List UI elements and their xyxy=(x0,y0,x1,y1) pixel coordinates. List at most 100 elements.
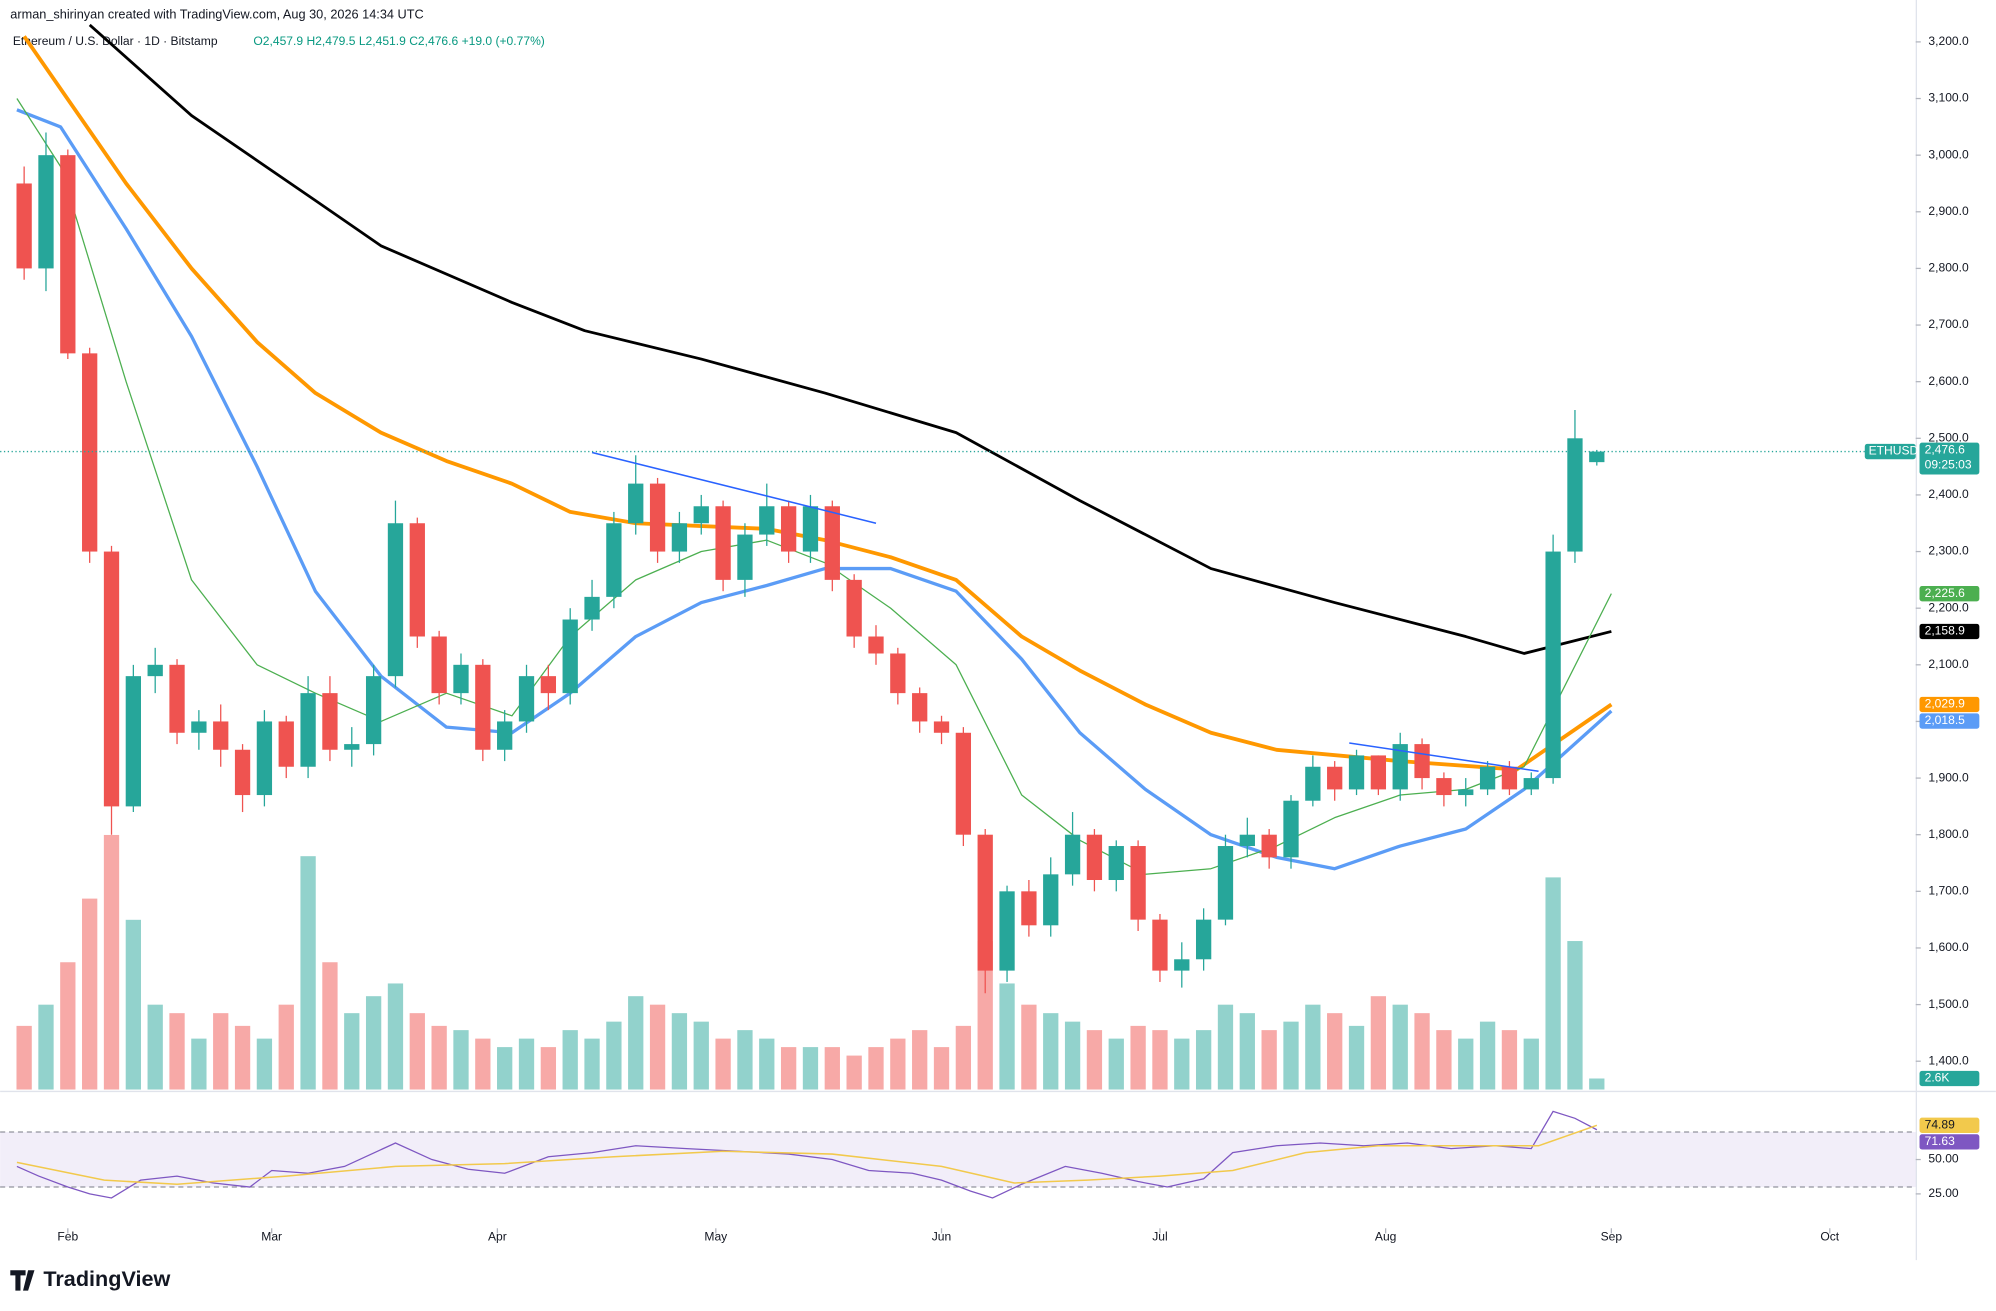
candle-body xyxy=(1021,891,1037,926)
volume-bar xyxy=(256,1038,273,1090)
candle-body xyxy=(1348,755,1365,790)
volume-bar xyxy=(737,1030,753,1090)
candle-body xyxy=(1523,778,1539,790)
symbol-box xyxy=(1864,443,1916,460)
brand-logo: TradingView xyxy=(10,1266,171,1291)
volume-bar xyxy=(1348,1025,1365,1090)
volume-bar xyxy=(671,1013,688,1090)
x-tick-label: Feb xyxy=(57,1229,78,1243)
last-price-box xyxy=(1919,442,1980,475)
candle-body xyxy=(1501,766,1518,790)
candle-body xyxy=(1195,919,1212,960)
x-tick-label: Jul xyxy=(1152,1229,1167,1243)
candle-body xyxy=(737,534,753,580)
candle-body xyxy=(933,721,950,733)
x-tick-label: Oct xyxy=(1820,1229,1839,1243)
candle-body xyxy=(1589,451,1605,463)
y-tick-label: 3,100.0 xyxy=(1928,91,1969,105)
volume-bar xyxy=(868,1047,884,1090)
volume-bar xyxy=(387,983,404,1090)
candle-body xyxy=(125,676,141,807)
volume-bar xyxy=(999,983,1015,1090)
candle-body xyxy=(103,551,120,807)
candle-body xyxy=(409,523,425,637)
credit: arman_shirinyan created with TradingView… xyxy=(10,7,423,22)
candle-body xyxy=(1174,959,1190,971)
last-price-label: 2,476.6 xyxy=(1925,442,1966,456)
volume-bar xyxy=(955,1025,972,1090)
candle-body xyxy=(16,183,32,269)
candle-body xyxy=(60,155,76,354)
volume-bar xyxy=(1086,1030,1103,1090)
brand-icon xyxy=(10,1270,35,1291)
volume-bar xyxy=(1152,1030,1168,1090)
candle-body xyxy=(191,721,207,733)
candle-body xyxy=(1108,846,1124,881)
countdown-label: 09:25:03 xyxy=(1925,458,1972,472)
volume-bar xyxy=(1174,1038,1190,1090)
y-tick-label: 1,600.0 xyxy=(1928,940,1969,954)
axis-value-box xyxy=(1919,713,1980,729)
candle-body xyxy=(562,619,578,694)
x-tick-label: Mar xyxy=(261,1229,282,1243)
y-tick-label: 3,000.0 xyxy=(1928,147,1969,161)
candle-body xyxy=(256,721,273,796)
axis-value-label: 71.63 xyxy=(1925,1134,1956,1148)
volume-bar xyxy=(890,1038,906,1090)
y-tick-label: 2,100.0 xyxy=(1928,657,1969,671)
volume-bar xyxy=(191,1038,207,1090)
volume-bar xyxy=(912,1030,928,1090)
brand-name: TradingView xyxy=(43,1266,170,1291)
candle-body xyxy=(1370,755,1387,790)
candle-body xyxy=(234,749,251,796)
candle-body xyxy=(999,891,1015,971)
volume-bar xyxy=(1436,1030,1452,1090)
symbol-title: Ethereum / U.S. Dollar · 1D · Bitstamp xyxy=(13,34,218,48)
volume-bar xyxy=(933,1047,950,1090)
candle-body xyxy=(1043,874,1059,926)
axis-value-box xyxy=(1919,1117,1980,1133)
volume-bar xyxy=(409,1013,425,1090)
volume-bar xyxy=(234,1025,251,1090)
candle-body xyxy=(1064,834,1081,875)
rsi-line xyxy=(16,1124,1598,1185)
candle-body xyxy=(169,664,185,733)
y-tick-label: 1,500.0 xyxy=(1928,997,1969,1011)
volume-bar xyxy=(562,1030,578,1090)
volume-bar xyxy=(1414,1013,1430,1090)
candle-body xyxy=(759,506,775,535)
candle-body xyxy=(518,676,535,722)
candle-body xyxy=(1458,789,1474,796)
volume-bar xyxy=(16,1025,32,1090)
volume-bar xyxy=(1392,1004,1408,1090)
candle-body xyxy=(540,676,557,694)
candle-body xyxy=(649,483,666,552)
volume-bar xyxy=(1021,1004,1037,1090)
trendline xyxy=(591,451,877,524)
volume-bar xyxy=(1195,1030,1212,1090)
volume-bar xyxy=(60,962,76,1090)
trendline xyxy=(1349,742,1539,773)
candle-body xyxy=(1217,846,1234,920)
volume-bar xyxy=(1567,941,1583,1090)
volume-bar xyxy=(103,834,120,1090)
volume-bar xyxy=(1545,877,1561,1090)
volume-bar xyxy=(759,1038,775,1090)
candle-body xyxy=(387,523,404,677)
candle-body xyxy=(300,693,316,767)
volume-bar xyxy=(344,1013,360,1090)
candle-body xyxy=(82,353,98,552)
axis-value-box xyxy=(1919,1134,1980,1150)
volume-bar xyxy=(278,1004,294,1090)
volume-bar xyxy=(1458,1038,1474,1090)
volume-bar xyxy=(606,1021,622,1090)
y-tick-label: 3,200.0 xyxy=(1928,34,1969,48)
candle-body xyxy=(147,664,163,677)
candle-body xyxy=(1414,744,1430,779)
candle-body xyxy=(977,834,993,971)
x-tick-label: May xyxy=(704,1229,728,1243)
volume-bar xyxy=(1130,1025,1146,1090)
y-tick-label: 2,600.0 xyxy=(1928,374,1969,388)
y-tick-label: 1,400.0 xyxy=(1928,1053,1969,1067)
